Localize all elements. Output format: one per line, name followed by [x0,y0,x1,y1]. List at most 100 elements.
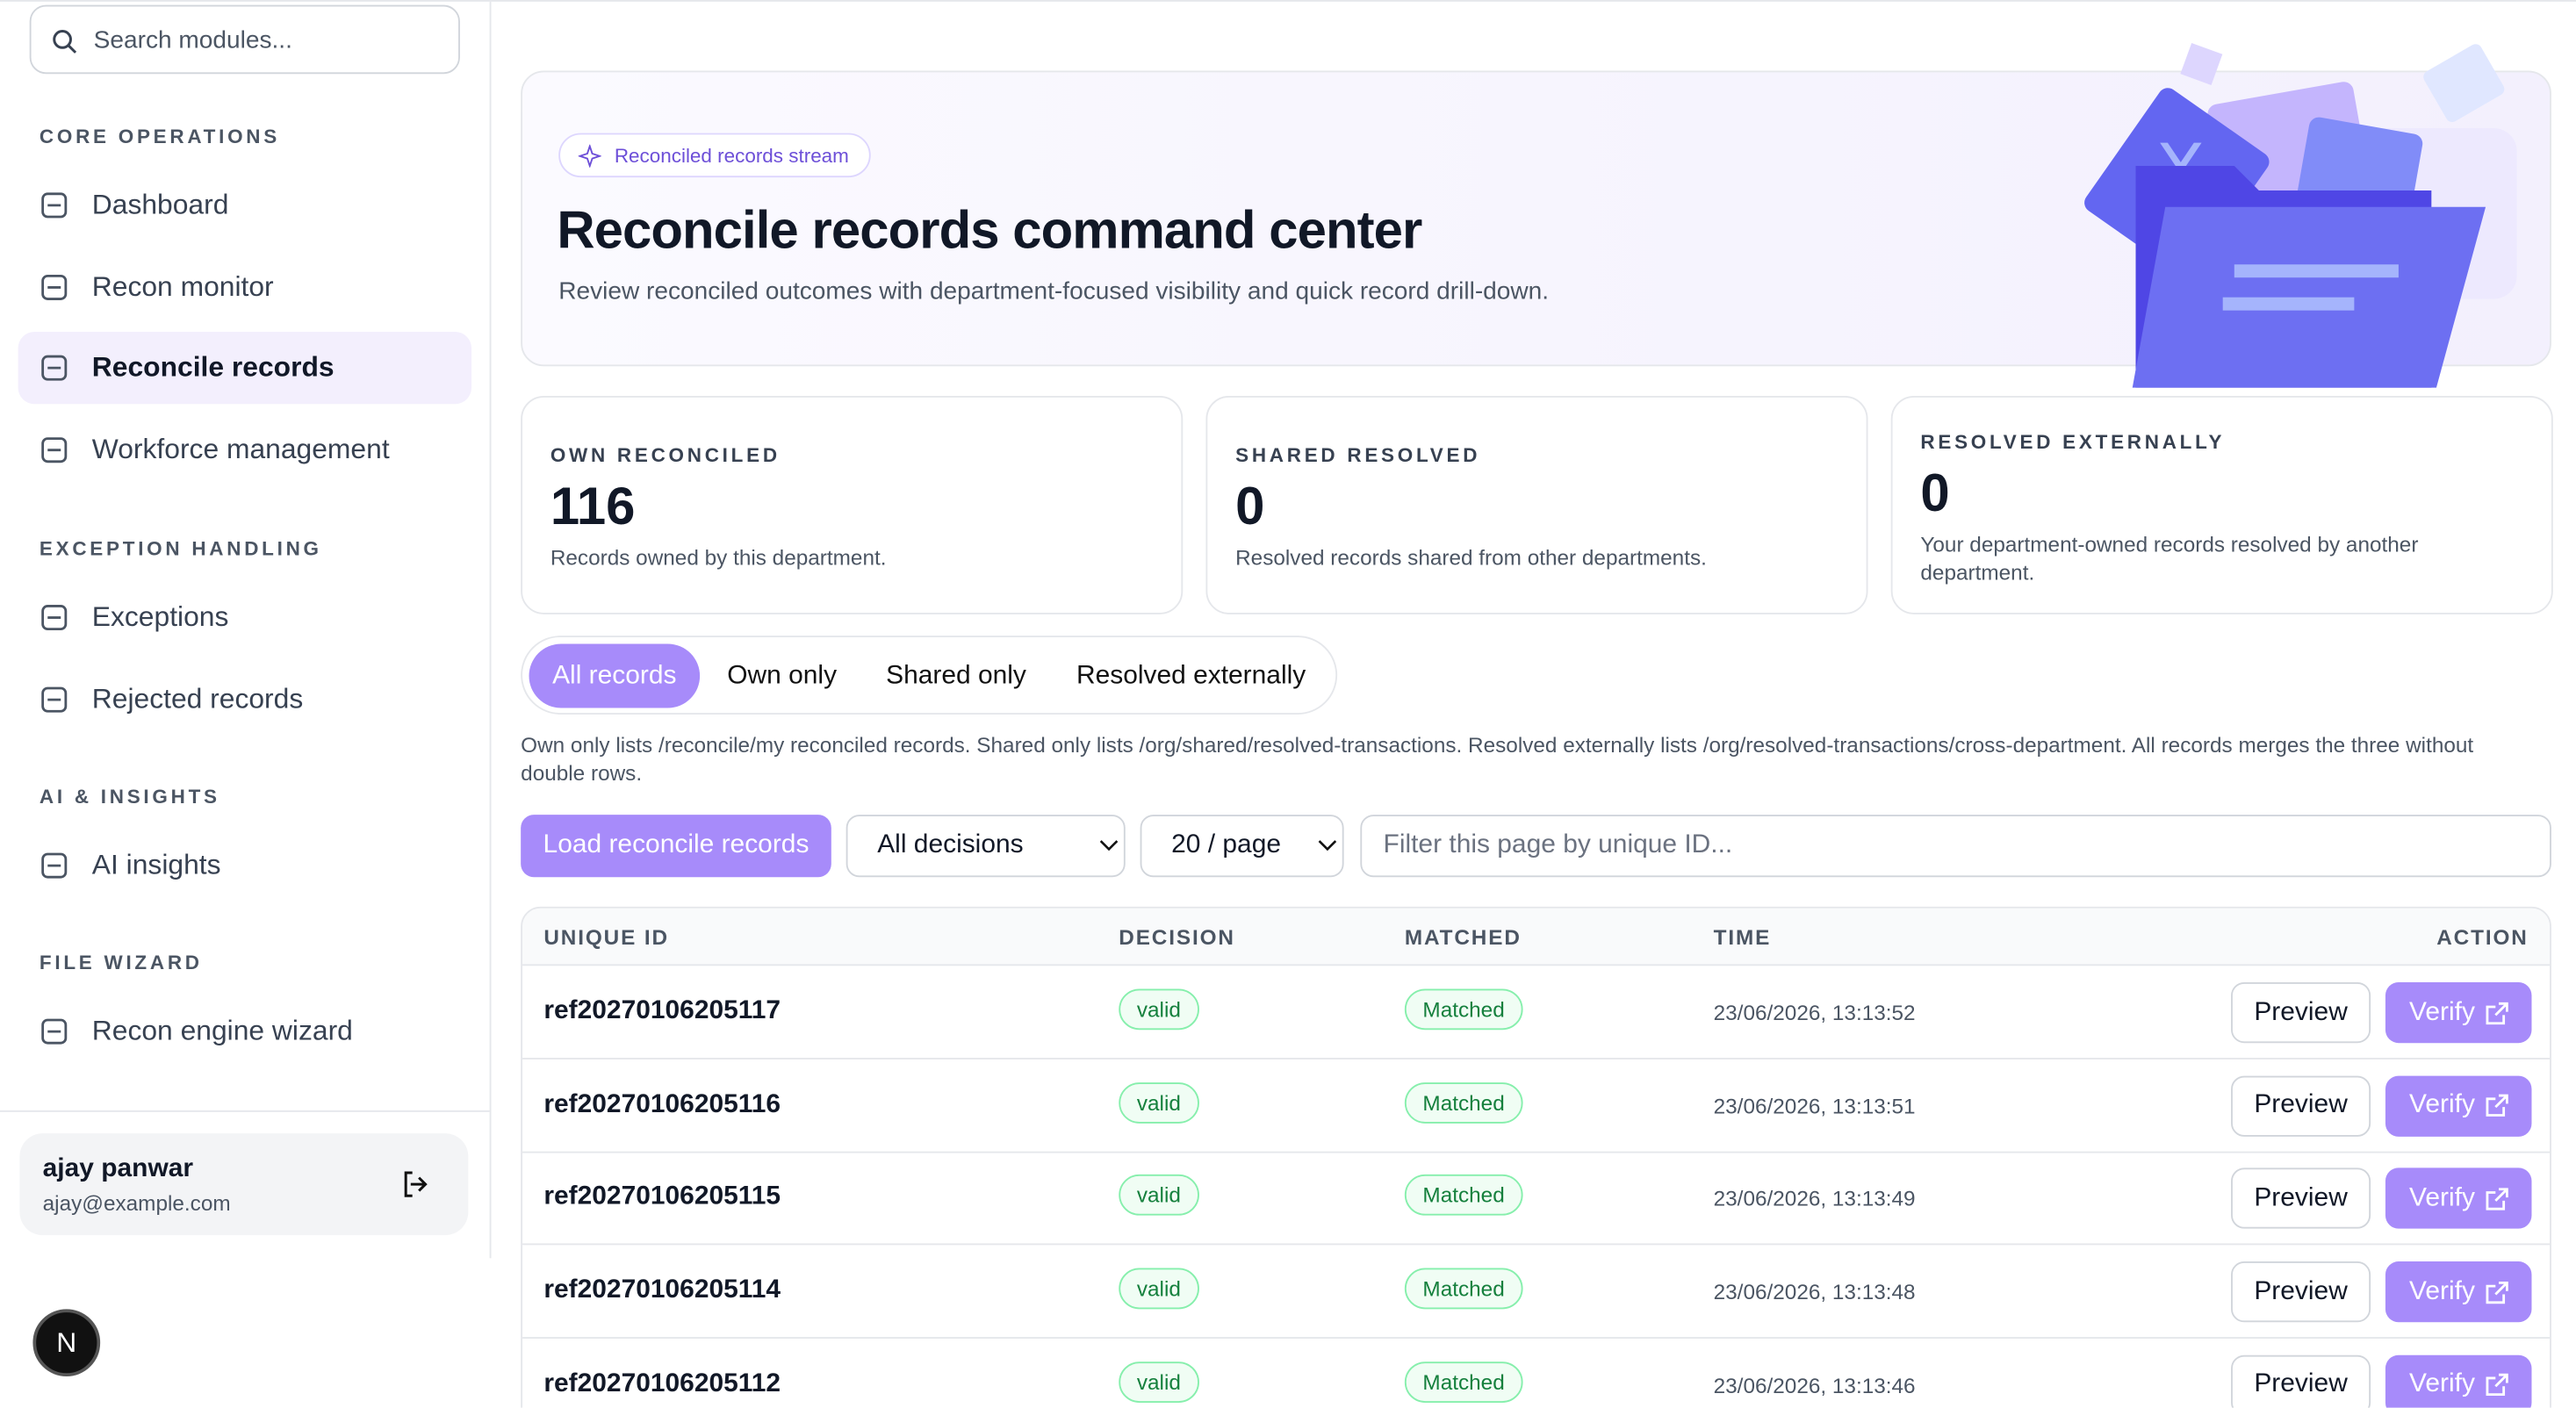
decision-tag: valid [1119,1081,1199,1124]
select-text: 20 / page [1171,830,1282,859]
matched-tag: Matched [1404,988,1523,1031]
nav-item[interactable]: Workforce management [18,414,471,486]
verify-label: Verify [2409,1277,2475,1305]
preview-button[interactable]: Preview [2231,1261,2371,1323]
nav-item[interactable]: AI insights [18,830,471,902]
badge-text: Reconciled records stream [614,143,849,167]
hero-title: Reconcile records command center [557,200,1422,260]
stat-label: SHARED RESOLVED [1235,443,1481,467]
stat-card: OWN RECONCILED 116 Records owned by this d… [521,395,1184,614]
nav-item[interactable]: Reconcile records [18,332,472,406]
matched-tag: Matched [1404,1175,1523,1217]
page-size-select[interactable]: 20 / page [1140,815,1344,878]
nav-item[interactable]: Recon engine wizard [18,995,471,1067]
column-header: DECISION [1119,924,1235,950]
verify-button[interactable]: Verify [2385,1168,2532,1230]
unique-id: ref20270106205115 [543,1182,781,1211]
nav-label: Recon engine wizard [91,1015,353,1046]
nav-item[interactable]: Dashboard [18,169,471,241]
nav-item[interactable]: Recon monitor [18,251,471,323]
stat-description: Your department-owned records resolved b… [1920,532,2419,585]
unique-id: ref20270106205116 [543,1089,781,1118]
stat-value: 0 [1235,476,1265,536]
load-button[interactable]: Load reconcile records [521,815,831,878]
row [522,1246,2551,1340]
search-input[interactable]: Search modules... [29,4,460,75]
unique-id: ref20270106205117 [543,996,781,1025]
avatar[interactable]: N [32,1309,101,1377]
tab[interactable]: Shared only [886,661,1026,689]
nav-label: Rejected records [91,682,304,715]
unique-id: ref20270106205112 [543,1369,781,1397]
tab[interactable]: Resolved externally [1076,661,1306,689]
section-title: FILE WIZARD [39,951,203,974]
search-placeholder: Search modules... [93,25,292,54]
user-name: ajay panwar [42,1154,194,1183]
unique-id: ref20270106205114 [543,1276,781,1304]
nav-label: Recon monitor [91,270,274,302]
decision-tag: valid [1119,988,1199,1031]
nav-label: Reconcile records [91,352,335,384]
hero-badge: Reconciled records stream [558,133,871,178]
column-header: UNIQUE ID [543,924,669,950]
matched-tag: Matched [1404,1081,1523,1124]
decision-tag: valid [1119,1268,1199,1310]
nav-label: Workforce management [91,434,390,465]
nav-label: Dashboard [91,189,229,220]
stat-label: OWN RECONCILED [550,443,781,467]
hero-illustration: X [2084,42,2517,388]
nav-label: Exceptions [91,600,229,633]
verify-button[interactable]: Verify [2385,1354,2532,1408]
section-title: EXCEPTION HANDLING [39,536,322,561]
column-header: MATCHED [1404,924,1522,950]
stat-description: Resolved records shared from other depar… [1235,545,1707,571]
verify-button[interactable]: Verify [2385,981,2532,1044]
time: 23/06/2026, 13:13:52 [1713,1000,1916,1025]
column-header: ACTION [2436,924,2529,950]
stat-label: RESOLVED EXTERNALLY [1920,430,2226,454]
user-email: ajay@example.com [42,1190,231,1216]
verify-button[interactable]: Verify [2385,1261,2532,1323]
select-text: All decisions [877,830,1024,859]
table: UNIQUE ID DECISION MATCHED TIME ACTION ref202… [521,906,2551,1408]
preview-button[interactable]: Preview [2231,1354,2371,1408]
nav-label: AI insights [91,849,221,880]
decision-select[interactable]: All decisions [845,815,1126,878]
section-title: CORE OPERATIONS [39,125,280,148]
decision-tag: valid [1119,1175,1199,1217]
tab[interactable]: All records [529,643,701,708]
matched-tag: Matched [1404,1361,1523,1403]
stat-value: 0 [1920,463,1950,523]
row [522,966,2551,1060]
note: Own only lists /reconcile/my reconciled … [521,732,2474,786]
preview-button[interactable]: Preview [2231,1168,2371,1230]
verify-label: Verify [2409,1183,2475,1212]
time: 23/06/2026, 13:13:46 [1713,1372,1916,1397]
verify-label: Verify [2409,1090,2475,1119]
tab[interactable]: Own only [727,661,838,689]
row [522,1059,2551,1153]
tab-bar [521,636,1338,715]
logout-icon[interactable] [401,1169,431,1199]
nav-item[interactable]: Exceptions [18,581,471,653]
stat-description: Records owned by this department. [550,545,887,571]
stat-card: SHARED RESOLVED 0 Resolved records shared … [1205,395,1868,614]
preview-button[interactable]: Preview [2231,1075,2371,1137]
stat-card: RESOLVED EXTERNALLY 0 Your department-owne… [1890,395,2553,614]
stat-value: 116 [550,476,636,536]
nav-item[interactable]: Rejected records [18,663,471,735]
matched-tag: Matched [1404,1268,1523,1310]
row [522,1152,2551,1246]
filter-input[interactable]: Filter this page by unique ID... [1360,815,2551,878]
hero-subtitle: Review reconciled outcomes with departme… [558,277,1550,306]
sidebar: Search modules... ajay panwar ajay@examp… [0,1,492,1259]
column-header: TIME [1713,924,1772,950]
user-card: ajay panwar ajay@example.com [19,1133,469,1236]
time: 23/06/2026, 13:13:48 [1713,1279,1916,1304]
verify-button[interactable]: Verify [2385,1075,2532,1137]
verify-label: Verify [2409,1370,2475,1398]
time: 23/06/2026, 13:13:51 [1713,1093,1916,1118]
time: 23/06/2026, 13:13:49 [1713,1186,1916,1211]
preview-button[interactable]: Preview [2231,981,2371,1044]
